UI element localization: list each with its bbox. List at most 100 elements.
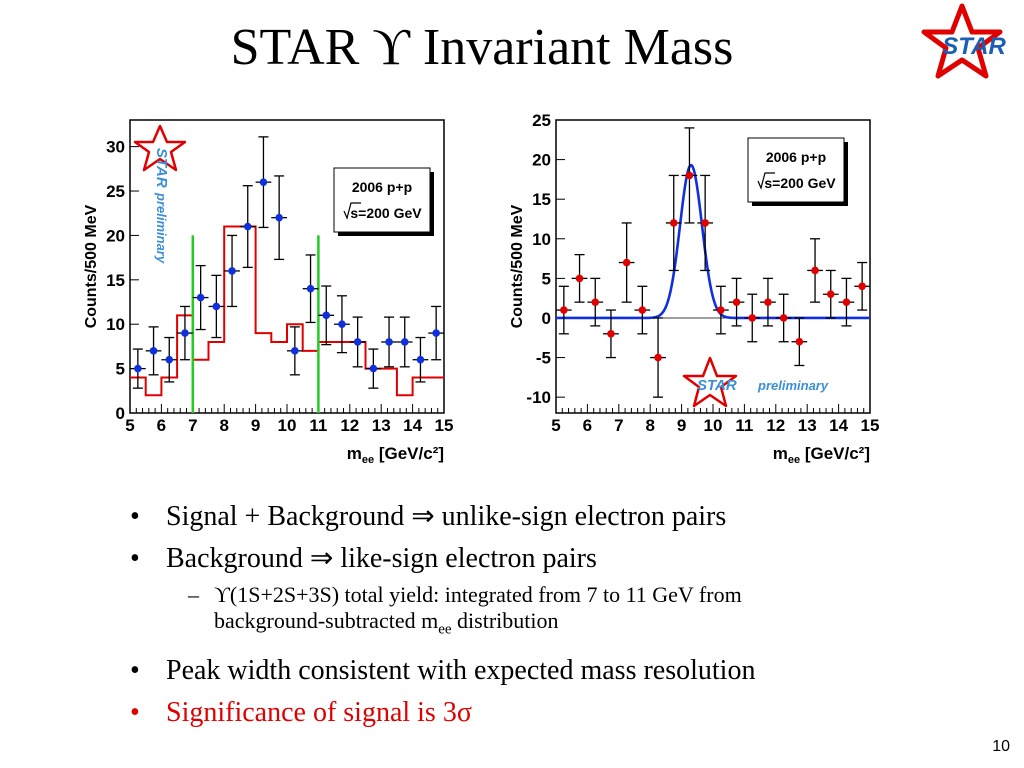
- watermark-preliminary: preliminary: [154, 192, 169, 264]
- y-tick-label: 5: [116, 360, 125, 379]
- y-tick-label: 25: [106, 182, 125, 201]
- bullet-text: Significance of signal is 3σ: [166, 697, 472, 729]
- bullet-item: • Signal + Background ⇒ unlike-sign elect…: [130, 500, 1010, 534]
- bullet-mark: •: [130, 655, 140, 687]
- sub-bullet-line2-sub: ee: [438, 621, 452, 638]
- data-point: [385, 338, 393, 346]
- watermark-star-icon: [133, 124, 187, 172]
- bullet-mark: •: [130, 543, 140, 574]
- x-tick-label: 6: [583, 416, 592, 435]
- x-tick-label: 12: [340, 416, 359, 435]
- info-box: [747, 137, 845, 203]
- data-point: [416, 355, 425, 364]
- data-point: [212, 302, 221, 311]
- gaussian-fit-curve: [556, 163, 870, 320]
- x-tick-label: 13: [372, 416, 391, 435]
- x-tick-label: 10: [704, 416, 723, 435]
- plot-right: 5 6 7 8 9 10 11 12 13 14 15 -10 -5 0 5 10 15 20 25 Counts/5…: [509, 111, 880, 466]
- data-point: [338, 320, 346, 329]
- star-logo-text: STAR: [942, 33, 1006, 60]
- bullet-text: Peak width consistent with expected mass…: [166, 655, 756, 687]
- data-point: [654, 353, 662, 362]
- data-point: [149, 347, 158, 355]
- data-point: [701, 219, 709, 227]
- x-tick-label: 10: [278, 416, 297, 435]
- star-logo-shape: [921, 3, 1003, 79]
- watermark-star-icon: [682, 356, 738, 408]
- x-tick-label: 14: [829, 416, 848, 435]
- data-point: [400, 338, 409, 346]
- y-tick-label: 15: [106, 271, 125, 290]
- y-tick-label: 10: [532, 230, 551, 249]
- data-point: [275, 213, 283, 222]
- data-point: [858, 282, 866, 291]
- x-tick-label: 5: [551, 416, 560, 435]
- x-tick-label: 8: [219, 416, 228, 435]
- bullet-list: • Signal + Background ⇒ unlike-sign elect…: [130, 500, 1010, 738]
- data-point: [669, 219, 678, 227]
- x-tick-label: 9: [251, 416, 260, 435]
- bullet-text: Background ⇒ like-sign electron pairs: [166, 543, 597, 574]
- watermark-preliminary: preliminary: [757, 378, 829, 393]
- watermark-star-text: STAR: [697, 377, 737, 394]
- data-point: [134, 364, 142, 373]
- data-point: [638, 306, 647, 314]
- bullet-mark: •: [130, 501, 140, 532]
- bullet-text: Signal + Background ⇒ unlike-sign electr…: [166, 501, 727, 532]
- data-point: [591, 298, 600, 306]
- y-tick-label: -10: [526, 388, 551, 407]
- info-box-line2: s=200 GeV: [350, 205, 422, 221]
- data-point: [181, 329, 189, 337]
- x-tick-label: 7: [188, 416, 197, 435]
- data-point: [259, 178, 268, 186]
- info-box-line1: 2006 p+p: [352, 179, 412, 195]
- info-box-line1: 2006 p+p: [766, 149, 826, 165]
- data-point: [369, 364, 378, 373]
- y-tick-label: 20: [532, 151, 551, 170]
- x-axis-label-unit: [GeV/c²]: [800, 444, 870, 463]
- y-tick-label: 20: [106, 226, 125, 245]
- data-point: [196, 293, 205, 302]
- sub-bullet-line2-post: distribution: [451, 608, 559, 633]
- x-axis-label-unit: [GeV/c²]: [374, 444, 444, 463]
- y-axis-label: Counts/500 MeV: [509, 204, 526, 328]
- sqrt-sign: [757, 172, 775, 190]
- x-tick-label: 14: [403, 416, 422, 435]
- y-tick-label: 0: [116, 404, 125, 423]
- y-tick-label: 30: [106, 138, 125, 157]
- x-tick-label: 8: [645, 416, 654, 435]
- data-point: [779, 314, 788, 322]
- data-point: [764, 298, 772, 306]
- y-axis-label: Counts/500 MeV: [83, 204, 100, 328]
- data-point: [322, 311, 331, 320]
- sub-bullet-item: – ϒ(1S+2S+3S) total yield: integrated fr…: [188, 582, 1010, 642]
- y-tick-label: 25: [532, 111, 551, 130]
- x-axis-label-main: m: [347, 444, 362, 463]
- x-tick-label: 5: [125, 416, 134, 435]
- data-point: [575, 274, 584, 283]
- data-point: [717, 306, 725, 314]
- watermark-star-text: STAR: [153, 148, 170, 188]
- x-tick-label: 15: [435, 416, 454, 435]
- x-axis-label: mee [GeV/c²]: [347, 444, 444, 466]
- sqrt-sign: [343, 202, 361, 220]
- data-point: [560, 306, 568, 314]
- data-point: [165, 355, 174, 364]
- x-axis-label-sub: ee: [362, 454, 374, 466]
- x-axis-label-sub: ee: [788, 454, 800, 466]
- x-axis-label-main: m: [773, 444, 788, 463]
- x-tick-label: 6: [157, 416, 166, 435]
- data-point: [732, 298, 741, 306]
- y-tick-label: 0: [542, 309, 551, 328]
- data-point: [795, 337, 804, 346]
- y-tick-label: 10: [106, 315, 125, 334]
- x-tick-label: 15: [861, 416, 880, 435]
- plot-left: 5 6 7 8 9 10 11 12 13 14 15051015202530Counts/500 …: [83, 119, 454, 466]
- data-point: [607, 330, 615, 338]
- bullet-mark: •: [130, 697, 140, 729]
- bullet-item-highlight: • Significance of signal is 3σ: [130, 696, 1010, 730]
- page-number: 10: [992, 738, 1010, 755]
- y-tick-label: 15: [532, 190, 551, 209]
- sub-bullet-mark: –: [188, 582, 199, 607]
- sub-bullet-line1: ϒ(1S+2S+3S) total yield: integrated from…: [214, 582, 742, 607]
